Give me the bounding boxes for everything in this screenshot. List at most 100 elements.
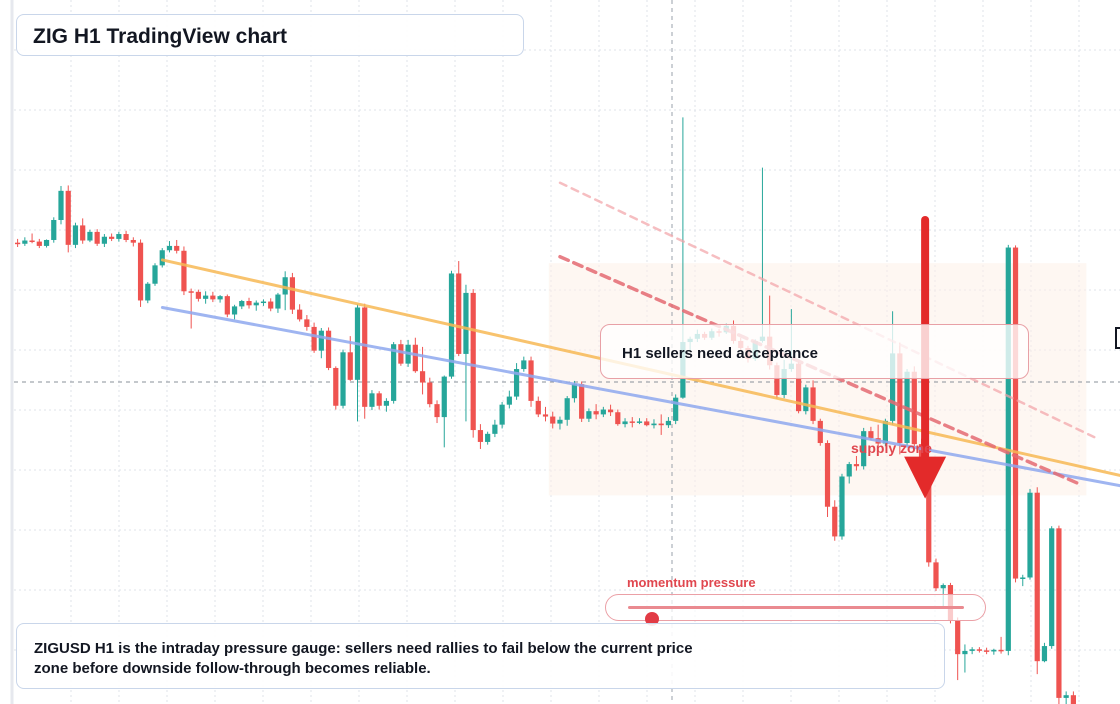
candle-body (1034, 492, 1040, 662)
candle-body (492, 424, 498, 434)
candle-body (984, 650, 990, 652)
candle-body (513, 369, 520, 397)
candle-body (810, 387, 816, 421)
candle-body (456, 273, 462, 354)
candle-body (673, 397, 679, 421)
candle-body (297, 309, 303, 320)
candle-body (369, 393, 375, 407)
candle-body (362, 307, 368, 407)
candle-body (485, 433, 491, 442)
gauge-track (628, 606, 964, 626)
candle-body (268, 301, 274, 309)
candle-body (998, 649, 1004, 652)
candle-body (911, 371, 917, 445)
candle-body (15, 242, 21, 245)
candle-body (644, 421, 650, 426)
candle-body (1041, 646, 1048, 662)
candle-body (195, 291, 202, 299)
candle-body (347, 352, 353, 380)
candle-body (58, 190, 64, 220)
arrow-head (904, 456, 947, 499)
candle-body (1056, 528, 1062, 698)
candle-body (470, 292, 476, 431)
candle-body (217, 296, 223, 300)
candle-body (506, 396, 512, 405)
candle-body (80, 225, 86, 241)
candle-body (550, 416, 556, 424)
candle-body (991, 649, 997, 652)
candle-body (318, 330, 324, 351)
candle-body (137, 242, 144, 301)
candle-body (593, 411, 599, 415)
note-panel: ZIGUSD H1 is the intraday pressure gauge… (16, 623, 945, 689)
candle-body (210, 295, 216, 300)
candle-body (36, 241, 42, 246)
candle-body (586, 411, 592, 419)
candle-body (65, 190, 71, 245)
momentum-gauge (605, 594, 986, 626)
candle-body (203, 295, 209, 299)
candle-body (51, 220, 57, 240)
candle-body (224, 296, 230, 315)
candle-body (188, 291, 194, 293)
candle-body (166, 245, 173, 251)
candle-body (795, 363, 802, 412)
candle-body (607, 409, 614, 413)
supply-zone-label: supply zone (851, 440, 932, 456)
candle-body (477, 430, 484, 442)
candle-body (658, 423, 664, 426)
candle-body (665, 420, 672, 426)
projection-line (558, 181, 1096, 439)
candle-body (940, 585, 946, 589)
candle-body (600, 409, 606, 415)
candle-body (174, 245, 180, 251)
candle-body (282, 277, 288, 295)
title-panel: ZIG H1 TradingView chart (16, 14, 524, 56)
candle-body (181, 250, 187, 292)
candle-body (962, 650, 968, 655)
candle-body (832, 506, 838, 537)
candle-body (463, 292, 469, 354)
candle-body (22, 240, 28, 244)
candle-body (955, 620, 961, 655)
candle-body (43, 239, 50, 246)
candle-body (239, 301, 245, 307)
candle-body (571, 384, 578, 399)
candle-body (398, 344, 404, 364)
candle-body (152, 265, 158, 284)
price-scale-marker (1115, 327, 1120, 349)
candle-body (839, 476, 845, 537)
candle-body (1020, 577, 1026, 579)
gauge-knob[interactable] (644, 611, 659, 626)
candle-body (1063, 695, 1069, 698)
candle-body (1012, 247, 1019, 579)
candle-body (557, 419, 563, 424)
candle-body (868, 431, 874, 439)
candle-body (1027, 492, 1033, 578)
candle-body (542, 414, 549, 417)
candle-body (231, 306, 238, 315)
candle-body (130, 239, 136, 243)
candle-body (1070, 695, 1076, 704)
candle-body (109, 236, 115, 239)
candle-body (969, 649, 975, 651)
candle-body (846, 464, 852, 477)
candle-body (246, 301, 252, 306)
chart-title: ZIG H1 TradingView chart (33, 25, 288, 48)
candle-body (116, 234, 122, 239)
candle-body (579, 384, 585, 419)
candle-body (72, 225, 79, 245)
candle-body (441, 376, 447, 418)
candle-body (622, 421, 628, 425)
candle-body (123, 234, 129, 240)
note-text: ZIGUSD H1 is the intraday pressure gauge… (34, 640, 693, 677)
candle-body (333, 367, 339, 406)
candle-body (253, 302, 259, 306)
candle-body (289, 277, 296, 310)
candle-body (260, 301, 267, 304)
candle-body (159, 250, 165, 266)
candle-body (275, 294, 281, 309)
candle-body (101, 236, 107, 244)
candle-body (933, 562, 939, 589)
